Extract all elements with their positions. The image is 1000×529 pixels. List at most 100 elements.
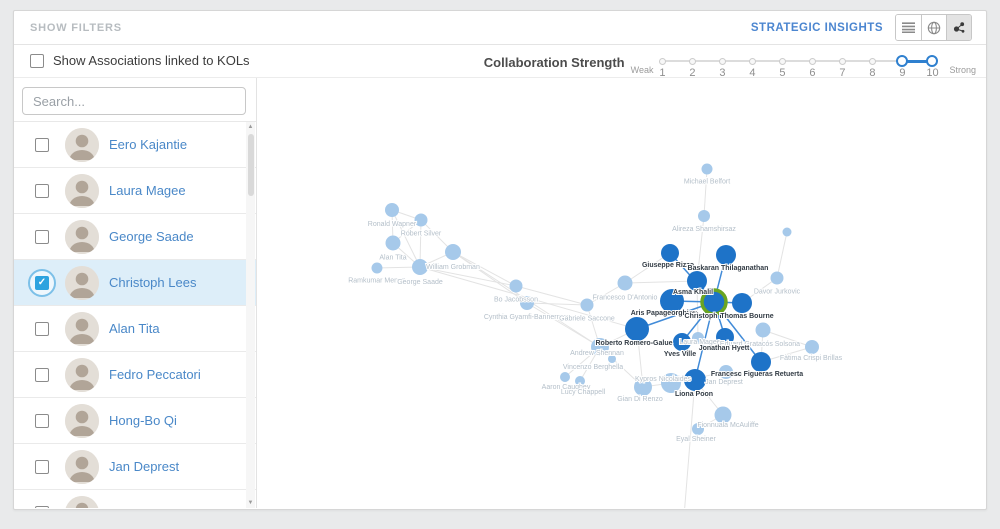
list-view-button[interactable] [896, 15, 921, 40]
graph-node-deprest[interactable] [719, 365, 733, 379]
slider-stop-6[interactable] [808, 57, 816, 65]
kol-name[interactable]: Hong-Bo Qi [109, 413, 177, 428]
slider-stop-7[interactable] [838, 57, 846, 65]
slider-stop-2[interactable] [688, 57, 696, 65]
kol-checkbox[interactable] [35, 183, 49, 198]
graph-node-romero[interactable] [625, 317, 649, 341]
slider-stop-1[interactable] [658, 57, 666, 65]
kol-name[interactable]: Eero Kajantie [109, 137, 188, 152]
graph-node-dantonio[interactable] [617, 275, 633, 291]
slider-stop-8[interactable] [868, 57, 876, 65]
graph-node-saccone[interactable] [580, 298, 594, 312]
kol-name[interactable]: Jan Deprest [109, 459, 180, 474]
kol-avatar [65, 127, 99, 162]
graph-node-unnamed1[interactable] [782, 227, 792, 237]
graph-node-magee[interactable] [692, 332, 704, 344]
graph-node-davor[interactable] [770, 271, 784, 285]
kol-list-item[interactable]: Laura Magee [14, 168, 256, 214]
graph-node-shennan[interactable] [591, 338, 609, 356]
kol-checkbox[interactable] [35, 367, 49, 382]
show-associations-checkbox[interactable] [30, 53, 44, 68]
kol-checkbox[interactable] [35, 229, 49, 244]
slider-stop-4[interactable] [748, 57, 756, 65]
graph-node-liona[interactable] [684, 369, 706, 391]
graph-node-caughey[interactable] [560, 372, 570, 382]
scroll-thumb[interactable] [247, 134, 254, 196]
kol-checkbox[interactable] [35, 459, 49, 474]
graph-node-bourne[interactable] [732, 293, 752, 313]
graph-node-lees[interactable] [700, 288, 728, 316]
graph-node-figueras[interactable] [751, 352, 771, 372]
kol-checkbox[interactable] [35, 321, 49, 336]
kol-list-item[interactable]: Jan Deprest [14, 444, 256, 490]
graph-node-eyal[interactable] [692, 423, 704, 435]
graph-node-fionnuala[interactable] [714, 406, 732, 424]
collaboration-strength-slider[interactable]: 1 2 3 4 5 6 7 8 9 10 [655, 51, 947, 81]
top-bar: SHOW FILTERS STRATEGIC INSIGHTS [14, 11, 986, 45]
graph-node-gratacos[interactable] [755, 322, 771, 338]
graph-node-tita[interactable] [385, 235, 401, 251]
kol-checkbox[interactable] [35, 505, 49, 508]
graph-node-silver[interactable] [414, 213, 428, 227]
graph-node-bojac[interactable] [509, 279, 523, 293]
graph-node-asma[interactable] [687, 271, 707, 291]
kol-avatar [65, 403, 99, 438]
show-filters-toggle[interactable]: SHOW FILTERS [30, 21, 122, 34]
kol-name[interactable]: George Saade [109, 229, 194, 244]
kol-avatar [65, 173, 99, 208]
graph-node-alireza[interactable] [698, 210, 710, 222]
kol-list-item[interactable]: Alan Tita [14, 306, 256, 352]
slider-stop-5[interactable] [778, 57, 786, 65]
graph-node-belfort[interactable] [701, 163, 713, 175]
strategic-insights-link[interactable]: STRATEGIC INSIGHTS [750, 21, 883, 34]
kol-checkbox[interactable] [35, 137, 49, 152]
graph-node-yves[interactable] [673, 333, 691, 351]
kol-checkbox-wrap [28, 407, 56, 435]
globe-view-button[interactable] [921, 15, 946, 40]
graph-node-aris[interactable] [660, 289, 684, 313]
graph-node-cynthia[interactable] [520, 296, 534, 310]
kol-list-item[interactable] [14, 490, 256, 508]
kol-name[interactable]: Alan Tita [109, 321, 160, 336]
show-associations-label: Show Associations linked to KOLs [53, 53, 250, 68]
slider-stop-3[interactable] [718, 57, 726, 65]
graph-node-chappell[interactable] [575, 376, 585, 386]
kol-name[interactable]: Christoph Lees [109, 275, 197, 290]
graph-node-hyett[interactable] [716, 328, 734, 346]
kol-list-item[interactable]: Hong-Bo Qi [14, 398, 256, 444]
graph-edge [526, 302, 588, 306]
scroll-down-arrow[interactable]: ▼ [247, 500, 254, 506]
graph-node-saade[interactable] [412, 259, 428, 275]
kol-list-item[interactable]: Fedro Peccatori [14, 352, 256, 398]
graph-node-kypros[interactable] [661, 373, 681, 393]
kol-avatar [65, 311, 99, 346]
kol-checkbox-wrap [28, 453, 56, 481]
graph-node-direnzo[interactable] [634, 378, 652, 396]
kol-checkbox[interactable] [35, 275, 49, 290]
list-scrollbar[interactable]: ▲ ▼ [246, 122, 255, 508]
kol-name[interactable]: Fedro Peccatori [109, 367, 201, 382]
slider-stop-9[interactable] [896, 55, 909, 67]
graph-node-label: Giuseppe Rizzo [642, 262, 694, 269]
kol-name[interactable]: Laura Magee [109, 183, 186, 198]
show-associations-row[interactable]: Show Associations linked to KOLs [30, 53, 250, 68]
graph-node-label: Fionnuala McAuliffe [697, 422, 758, 429]
kol-checkbox[interactable] [35, 413, 49, 428]
network-view-button[interactable] [946, 15, 971, 40]
graph-node-grobman[interactable] [445, 244, 461, 260]
kol-list-item[interactable]: Eero Kajantie [14, 122, 256, 168]
graph-node-label: Fàtima Crispi Brillas [780, 355, 843, 362]
search-input[interactable] [22, 87, 246, 115]
slider-stop-10[interactable] [926, 55, 939, 67]
kol-list-item[interactable]: Christoph Lees [14, 260, 256, 306]
graph-node-baskaran[interactable] [716, 245, 736, 265]
graph-node-giuseppe[interactable] [661, 244, 679, 262]
slider-tick-label: 6 [809, 67, 816, 79]
graph-node-menon[interactable] [371, 262, 383, 274]
graph-node-label: Alireza Shamshirsaz [672, 226, 736, 233]
kol-list-item[interactable]: George Saade [14, 214, 256, 260]
scroll-up-arrow[interactable]: ▲ [247, 124, 254, 130]
graph-node-berghella[interactable] [608, 355, 616, 363]
graph-node-ronald[interactable] [385, 203, 399, 217]
graph-node-fatima[interactable] [805, 340, 819, 354]
